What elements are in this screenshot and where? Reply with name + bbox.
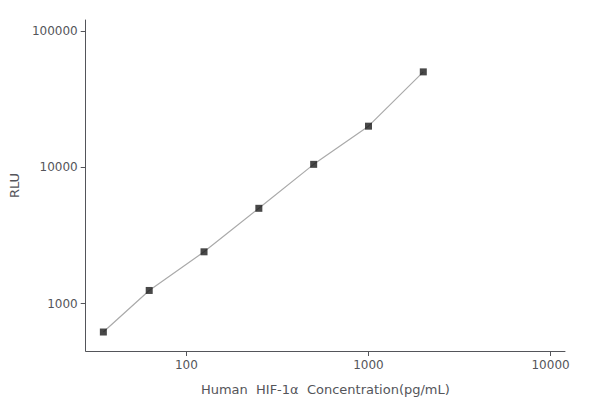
svg-text:10000: 10000 — [531, 358, 569, 372]
svg-text:10000: 10000 — [40, 160, 78, 174]
svg-text:1000: 1000 — [353, 358, 384, 372]
svg-text:RLU: RLU — [7, 173, 22, 198]
svg-text:1000: 1000 — [47, 297, 78, 311]
svg-text:Human HIF-1α Concentration(p: Human HIF-1α Concentration(pg/mL) — [201, 382, 450, 397]
svg-text:100000: 100000 — [32, 24, 78, 38]
svg-text:100: 100 — [175, 358, 198, 372]
